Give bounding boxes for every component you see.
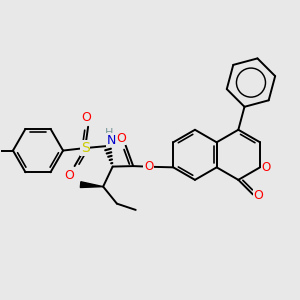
Text: N: N [106,134,116,147]
Text: O: O [144,160,153,173]
Text: O: O [116,132,126,145]
Text: O: O [82,111,92,124]
Text: O: O [64,169,74,182]
Text: S: S [81,141,89,155]
Text: O: O [262,161,271,174]
Text: O: O [254,190,264,202]
Text: H: H [105,128,113,138]
Polygon shape [80,182,103,188]
